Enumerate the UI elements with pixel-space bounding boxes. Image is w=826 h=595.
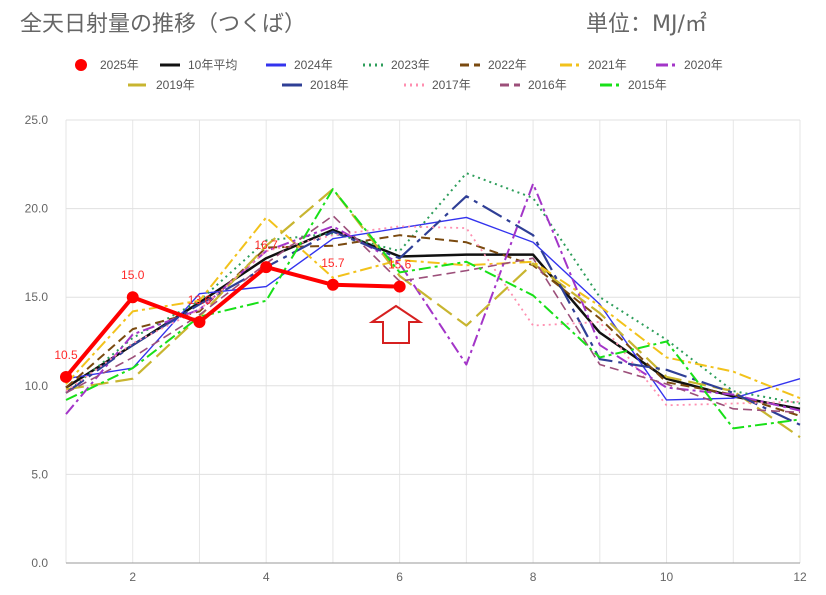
data-labels: 10.5 15.0 13.6 16.7 15.7 15.6	[54, 238, 411, 362]
x-tick-label: 12	[793, 570, 807, 584]
series-line-2021	[65, 216, 801, 400]
series-line-2018	[65, 195, 801, 426]
grid	[65, 119, 801, 564]
series-line-2017	[65, 225, 801, 407]
up-arrow-icon	[368, 304, 424, 344]
data-label: 13.6	[188, 293, 212, 307]
markers-layer	[60, 261, 406, 383]
legend-swatch	[75, 59, 87, 71]
x-tick-label: 6	[396, 570, 403, 584]
legend-label: 2023年	[391, 58, 430, 72]
y-tick-label: 25.0	[25, 113, 49, 127]
legend-label: 2016年	[528, 78, 567, 92]
series-point-2025	[193, 316, 206, 329]
series-line-2015	[65, 188, 801, 430]
series-line-2019	[65, 188, 801, 439]
series-point-2025	[260, 261, 273, 274]
y-tick-label: 0.0	[31, 556, 48, 570]
data-label: 15.0	[121, 268, 145, 282]
series-layer	[64, 172, 801, 439]
legend-label: 2015年	[628, 78, 667, 92]
y-tick-label: 20.0	[25, 202, 49, 216]
legend-label: 2022年	[488, 58, 527, 72]
legend-label: 2020年	[684, 58, 723, 72]
x-tick-label: 8	[530, 570, 537, 584]
data-label: 10.5	[54, 348, 78, 362]
legend-label: 2021年	[588, 58, 627, 72]
data-label: 15.6	[388, 258, 412, 272]
legend-label: 10年平均	[188, 58, 237, 72]
data-label: 15.7	[321, 256, 345, 270]
legend-label: 2019年	[156, 78, 195, 92]
series-line-avg	[65, 228, 801, 411]
legend: 2025年 10年平均 2024年 2023年 2022年 2021年 2020年 2019年…	[75, 58, 723, 92]
legend-label: 2018年	[310, 78, 349, 92]
legend-label: 2025年	[100, 58, 139, 72]
series-line-2024	[65, 216, 801, 401]
y-tick-label: 15.0	[25, 290, 49, 304]
series-point-2025	[60, 370, 72, 383]
data-label: 16.7	[255, 238, 279, 252]
axes: 0.0 5.0 10.0 15.0 20.0 25.0 2 4 6 8 10 12	[25, 113, 807, 584]
legend-label: 2024年	[294, 58, 333, 72]
y-tick-label: 10.0	[25, 379, 49, 393]
x-tick-label: 4	[263, 570, 270, 584]
chart-title: 全天日射量の推移（つくば）	[20, 12, 307, 37]
series-point-2025	[126, 291, 139, 304]
series-point-2025	[326, 278, 339, 291]
x-tick-label: 10	[660, 570, 674, 584]
y-tick-label: 5.0	[31, 467, 48, 481]
series-line-2025	[64, 265, 400, 379]
series-line-2016	[65, 214, 801, 414]
unit-label: 単位：MJ/㎡	[586, 12, 707, 37]
series-line-2023	[65, 172, 801, 405]
x-tick-label: 2	[129, 570, 136, 584]
legend-label: 2017年	[432, 78, 471, 92]
series-line-2020	[65, 182, 801, 415]
series-point-2025	[393, 280, 406, 293]
